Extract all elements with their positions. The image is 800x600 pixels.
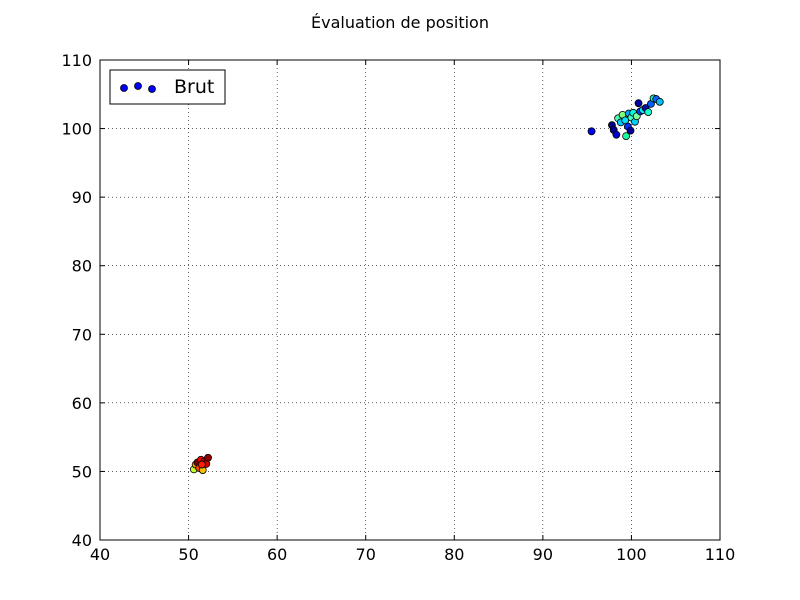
x-tick-label: 90 bbox=[533, 545, 553, 564]
data-point bbox=[622, 132, 631, 141]
x-tick-label: 80 bbox=[444, 545, 464, 564]
data-point bbox=[655, 97, 664, 106]
x-tick-label: 70 bbox=[356, 545, 376, 564]
plot-area: 40 50 60 70 80 90 100 110 40 50 60 70 80 90 100 110 bbox=[61, 51, 735, 564]
data-point bbox=[197, 460, 206, 469]
data-point bbox=[634, 99, 643, 108]
axis-ticks: 40 50 60 70 80 90 100 110 40 50 60 70 80 90 100 110 bbox=[61, 51, 735, 564]
data-points bbox=[189, 94, 664, 474]
legend-marker bbox=[148, 85, 156, 93]
data-point bbox=[587, 127, 596, 136]
y-tick-label: 70 bbox=[72, 325, 92, 344]
legend-marker bbox=[120, 84, 128, 92]
y-tick-label: 80 bbox=[72, 257, 92, 276]
y-tick-label: 110 bbox=[61, 51, 92, 70]
legend-marker-group bbox=[120, 82, 156, 93]
x-tick-label: 60 bbox=[267, 545, 287, 564]
legend-marker bbox=[134, 82, 142, 90]
data-point bbox=[612, 130, 621, 139]
plot-frame bbox=[99, 59, 721, 541]
legend-label: Brut bbox=[174, 76, 214, 98]
x-tick-label: 40 bbox=[90, 545, 110, 564]
data-point bbox=[644, 108, 653, 117]
data-point bbox=[626, 126, 635, 135]
legend: Brut bbox=[109, 69, 226, 105]
y-tick-label: 50 bbox=[72, 462, 92, 481]
legend-box bbox=[109, 69, 226, 105]
chart-title: Évaluation de position bbox=[311, 13, 489, 32]
y-tick-label: 60 bbox=[72, 394, 92, 413]
y-tick-label: 100 bbox=[61, 120, 92, 139]
y-tick-label: 90 bbox=[72, 188, 92, 207]
x-tick-label: 50 bbox=[178, 545, 198, 564]
x-tick-label: 110 bbox=[705, 545, 736, 564]
y-tick-label: 40 bbox=[72, 531, 92, 550]
data-point bbox=[204, 453, 212, 462]
x-tick-label: 100 bbox=[616, 545, 647, 564]
